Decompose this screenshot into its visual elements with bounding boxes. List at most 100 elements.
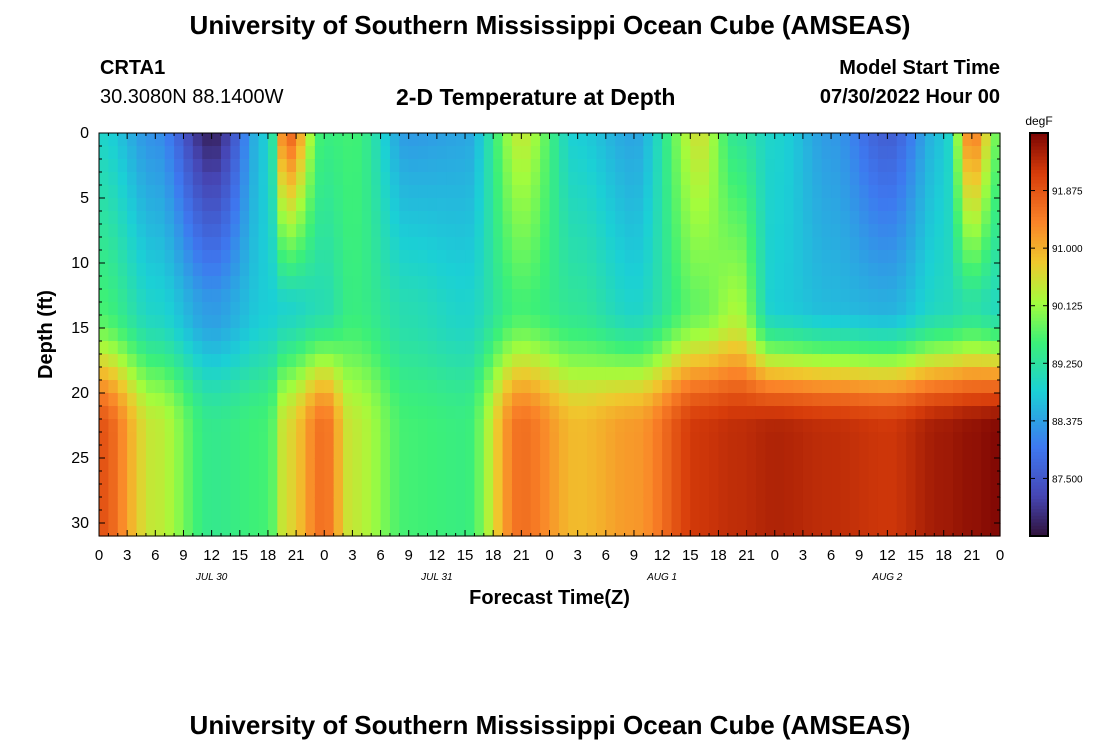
- heatmap-cell: [774, 276, 785, 290]
- heatmap-cell: [474, 198, 485, 212]
- heatmap-cell: [230, 393, 241, 407]
- heatmap-cell: [680, 510, 691, 524]
- heatmap-cell: [971, 341, 982, 355]
- heatmap-cell: [465, 224, 476, 238]
- heatmap-cell: [267, 458, 278, 472]
- heatmap-cell: [718, 159, 729, 173]
- heatmap-cell: [709, 146, 720, 160]
- x-tick-label: 21: [964, 547, 981, 564]
- heatmap-cell: [549, 471, 560, 485]
- heatmap-cell: [117, 471, 128, 485]
- heatmap-cell: [605, 315, 616, 329]
- heatmap-cell: [239, 445, 250, 459]
- heatmap-cell: [709, 211, 720, 225]
- heatmap-cell: [314, 406, 325, 420]
- heatmap-cell: [192, 185, 203, 199]
- heatmap-cell: [371, 289, 382, 303]
- heatmap-cell: [389, 432, 400, 446]
- heatmap-cell: [596, 484, 607, 498]
- x-tick-label: 15: [907, 547, 924, 564]
- heatmap-cell: [906, 250, 917, 264]
- x-tick-label: 9: [630, 547, 638, 564]
- x-tick-label: 15: [457, 547, 474, 564]
- heatmap-cell: [558, 393, 569, 407]
- heatmap-cell: [361, 367, 372, 381]
- heatmap-cell: [314, 380, 325, 394]
- heatmap-cell: [915, 445, 926, 459]
- heatmap-cell: [324, 380, 335, 394]
- heatmap-cell: [662, 224, 673, 238]
- heatmap-cell: [305, 289, 316, 303]
- heatmap-cell: [812, 419, 823, 433]
- heatmap-cell: [971, 393, 982, 407]
- heatmap-cell: [108, 406, 119, 420]
- heatmap-cell: [314, 367, 325, 381]
- heatmap-cell: [699, 497, 710, 511]
- heatmap-cell: [990, 510, 1001, 524]
- heatmap-cell: [183, 458, 194, 472]
- heatmap-cell: [314, 341, 325, 355]
- heatmap-cell: [352, 133, 363, 147]
- heatmap-cell: [361, 497, 372, 511]
- heatmap-cell: [258, 159, 269, 173]
- heatmap-cell: [202, 276, 213, 290]
- heatmap-cell: [727, 263, 738, 277]
- heatmap-cell: [887, 302, 898, 316]
- heatmap-cell: [511, 289, 522, 303]
- heatmap-cell: [418, 523, 429, 537]
- heatmap-cell: [399, 523, 410, 537]
- heatmap-cell: [624, 198, 635, 212]
- heatmap-cell: [530, 302, 541, 316]
- heatmap-cell: [643, 211, 654, 225]
- heatmap-cell: [174, 341, 185, 355]
- colorbar-segment: [1030, 290, 1048, 295]
- heatmap-cell: [305, 380, 316, 394]
- heatmap-cell: [502, 328, 513, 342]
- heatmap-cell: [605, 419, 616, 433]
- heatmap-cell: [774, 393, 785, 407]
- heatmap-cell: [633, 289, 644, 303]
- heatmap-cell: [446, 224, 457, 238]
- heatmap-cell: [371, 198, 382, 212]
- heatmap-cell: [690, 458, 701, 472]
- heatmap-cell: [164, 185, 175, 199]
- heatmap-cell: [99, 471, 109, 485]
- heatmap-cell: [709, 276, 720, 290]
- heatmap-cell: [802, 185, 813, 199]
- heatmap-cell: [587, 302, 598, 316]
- heatmap-cell: [145, 380, 156, 394]
- heatmap-cell: [230, 341, 241, 355]
- heatmap-cell: [136, 159, 147, 173]
- heatmap-cell: [145, 471, 156, 485]
- heatmap-cell: [108, 185, 119, 199]
- heatmap-cell: [436, 380, 447, 394]
- heatmap-cell: [465, 276, 476, 290]
- heatmap-cell: [859, 341, 870, 355]
- colorbar-segment: [1030, 297, 1048, 302]
- heatmap-cell: [680, 380, 691, 394]
- heatmap-cells: [99, 133, 1001, 537]
- heatmap-cell: [877, 263, 888, 277]
- heatmap-cell: [455, 146, 466, 160]
- heatmap-cell: [361, 276, 372, 290]
- heatmap-cell: [971, 328, 982, 342]
- heatmap-cell: [155, 315, 166, 329]
- heatmap-cell: [258, 146, 269, 160]
- heatmap-cell: [436, 445, 447, 459]
- heatmap-cell: [934, 445, 945, 459]
- heatmap-cell: [305, 159, 316, 173]
- heatmap-cell: [99, 133, 109, 147]
- heatmap-cell: [615, 419, 626, 433]
- heatmap-cell: [755, 172, 766, 186]
- heatmap-cell: [981, 237, 992, 251]
- heatmap-cell: [511, 224, 522, 238]
- heatmap-cell: [812, 354, 823, 368]
- heatmap-cell: [765, 315, 776, 329]
- heatmap-cell: [840, 276, 851, 290]
- heatmap-cell: [277, 393, 288, 407]
- colorbar-segment: [1030, 287, 1048, 292]
- heatmap-cell: [981, 380, 992, 394]
- heatmap-cell: [568, 159, 579, 173]
- heatmap-cell: [286, 445, 297, 459]
- heatmap-cell: [399, 341, 410, 355]
